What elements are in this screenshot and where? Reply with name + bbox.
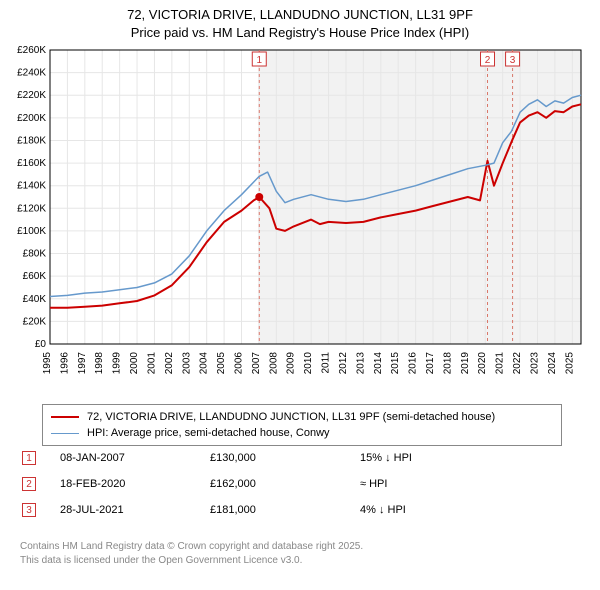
footer: Contains HM Land Registry data © Crown c…: [20, 540, 363, 567]
svg-text:£240K: £240K: [17, 68, 46, 79]
svg-text:2: 2: [485, 55, 491, 66]
svg-text:1999: 1999: [112, 352, 123, 375]
title-line2: Price paid vs. HM Land Registry's House …: [131, 25, 469, 40]
legend-item-hpi: HPI: Average price, semi-detached house,…: [51, 425, 553, 441]
svg-text:1995: 1995: [42, 352, 53, 375]
svg-text:1: 1: [256, 55, 262, 66]
svg-text:£100K: £100K: [17, 226, 46, 237]
svg-text:£260K: £260K: [17, 45, 46, 56]
sale-date-3: 28-JUL-2021: [60, 504, 210, 516]
legend-swatch-hpi: [51, 433, 79, 434]
svg-text:2024: 2024: [547, 352, 558, 375]
svg-text:2000: 2000: [129, 352, 140, 375]
svg-text:2003: 2003: [181, 352, 192, 375]
svg-text:£180K: £180K: [17, 135, 46, 146]
svg-text:2015: 2015: [390, 352, 401, 375]
sale-row-2: 2 18-FEB-2020 £162,000 ≈ HPI: [20, 471, 583, 497]
svg-text:2014: 2014: [373, 352, 384, 375]
svg-text:1997: 1997: [77, 352, 88, 375]
svg-text:£120K: £120K: [17, 203, 46, 214]
svg-text:3: 3: [510, 55, 516, 66]
svg-text:2007: 2007: [251, 352, 262, 375]
svg-text:2008: 2008: [268, 352, 279, 375]
svg-text:£220K: £220K: [17, 90, 46, 101]
svg-text:2004: 2004: [199, 352, 210, 375]
svg-text:2011: 2011: [321, 352, 332, 374]
footer-line1: Contains HM Land Registry data © Crown c…: [20, 541, 363, 552]
legend-item-property: 72, VICTORIA DRIVE, LLANDUDNO JUNCTION, …: [51, 409, 553, 425]
svg-text:2019: 2019: [460, 352, 471, 375]
svg-text:2020: 2020: [477, 352, 488, 375]
sale-delta-1: 15% ↓ HPI: [360, 452, 412, 464]
legend: 72, VICTORIA DRIVE, LLANDUDNO JUNCTION, …: [42, 404, 562, 446]
svg-text:2005: 2005: [216, 352, 227, 375]
sale-row-1: 1 08-JAN-2007 £130,000 15% ↓ HPI: [20, 445, 583, 471]
legend-label-hpi: HPI: Average price, semi-detached house,…: [87, 427, 330, 439]
price-chart: £0 £20K £40K £60K £80K £100K £120K £140K £160K £1…: [6, 44, 589, 394]
svg-text:£200K: £200K: [17, 113, 46, 124]
svg-text:2016: 2016: [408, 352, 419, 375]
footer-line2: This data is licensed under the Open Gov…: [20, 555, 302, 566]
svg-text:2021: 2021: [495, 352, 506, 375]
legend-label-property: 72, VICTORIA DRIVE, LLANDUDNO JUNCTION, …: [87, 411, 495, 423]
svg-text:2017: 2017: [425, 352, 436, 375]
sale-marker-2: 2: [22, 477, 36, 491]
sale-date-2: 18-FEB-2020: [60, 478, 210, 490]
sale-price-1: £130,000: [210, 452, 360, 464]
svg-text:1996: 1996: [59, 352, 70, 375]
title-line1: 72, VICTORIA DRIVE, LLANDUDNO JUNCTION, …: [127, 7, 473, 22]
svg-text:2009: 2009: [286, 352, 297, 375]
chart-title: 72, VICTORIA DRIVE, LLANDUDNO JUNCTION, …: [0, 0, 600, 41]
svg-text:2025: 2025: [564, 352, 575, 375]
sale-delta-2: ≈ HPI: [360, 478, 387, 490]
sale-marker-3: 3: [22, 503, 36, 517]
chart-svg: £0 £20K £40K £60K £80K £100K £120K £140K £160K £1…: [6, 44, 589, 394]
svg-text:2002: 2002: [164, 352, 175, 375]
svg-text:£140K: £140K: [17, 181, 46, 192]
svg-text:2010: 2010: [303, 352, 314, 375]
svg-text:2001: 2001: [146, 352, 157, 375]
svg-text:2023: 2023: [529, 352, 540, 375]
sale-date-1: 08-JAN-2007: [60, 452, 210, 464]
svg-text:£20K: £20K: [23, 316, 47, 327]
svg-text:£160K: £160K: [17, 158, 46, 169]
sale-delta-3: 4% ↓ HPI: [360, 504, 406, 516]
legend-swatch-property: [51, 416, 79, 418]
sale-price-2: £162,000: [210, 478, 360, 490]
svg-text:£0: £0: [35, 339, 47, 350]
sale-row-3: 3 28-JUL-2021 £181,000 4% ↓ HPI: [20, 497, 583, 523]
svg-text:£80K: £80K: [23, 249, 47, 260]
svg-text:2018: 2018: [442, 352, 453, 375]
svg-text:2012: 2012: [338, 352, 349, 375]
sales-table: 1 08-JAN-2007 £130,000 15% ↓ HPI 2 18-FE…: [20, 445, 583, 523]
sale-price-3: £181,000: [210, 504, 360, 516]
svg-text:1998: 1998: [94, 352, 105, 375]
sale-marker-1: 1: [22, 451, 36, 465]
svg-text:2022: 2022: [512, 352, 523, 375]
svg-text:£60K: £60K: [23, 271, 47, 282]
svg-text:2013: 2013: [355, 352, 366, 375]
svg-text:2006: 2006: [234, 352, 245, 375]
svg-text:£40K: £40K: [23, 294, 47, 305]
